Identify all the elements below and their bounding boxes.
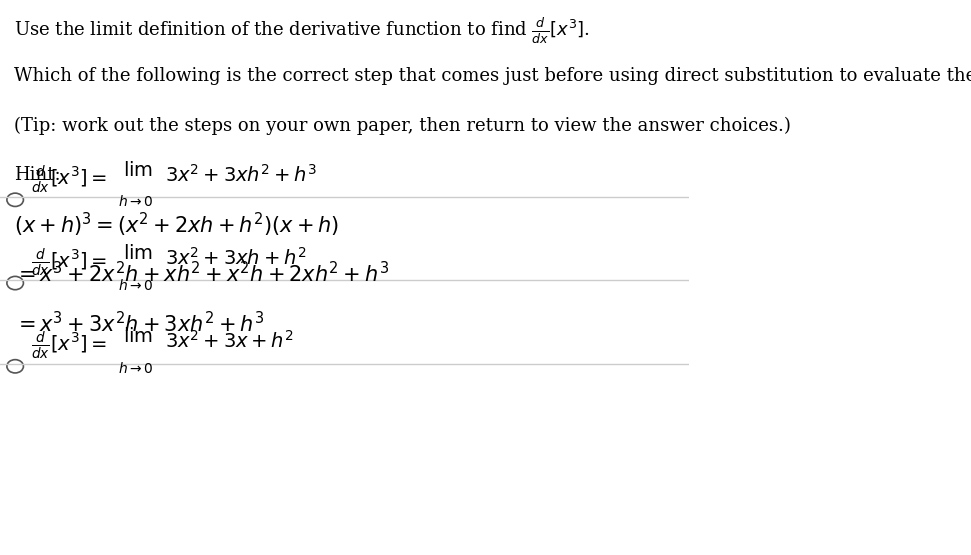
Text: $3x^2 + 3xh^2 + h^3$: $3x^2 + 3xh^2 + h^3$ bbox=[165, 164, 318, 185]
Text: $= x^3 + 2x^2h + xh^2 + x^2h + 2xh^2 + h^3$: $= x^3 + 2x^2h + xh^2 + x^2h + 2xh^2 + h… bbox=[14, 261, 389, 286]
Text: $\mathrm{lim}$: $\mathrm{lim}$ bbox=[122, 244, 152, 263]
Text: $\mathrm{lim}$: $\mathrm{lim}$ bbox=[122, 327, 152, 346]
Text: $3x^2 + 3x + h^2$: $3x^2 + 3x + h^2$ bbox=[165, 330, 294, 352]
Text: Use the limit definition of the derivative function to find $\frac{d}{dx}\left[x: Use the limit definition of the derivati… bbox=[14, 17, 589, 46]
Text: $h \to 0$: $h \to 0$ bbox=[118, 278, 154, 292]
Text: $= x^3 + 3x^2h + 3xh^2 + h^3$: $= x^3 + 3x^2h + 3xh^2 + h^3$ bbox=[14, 311, 264, 336]
Text: $3x^2 + 3xh + h^2$: $3x^2 + 3xh + h^2$ bbox=[165, 247, 307, 269]
Text: $h \to 0$: $h \to 0$ bbox=[118, 194, 154, 209]
Text: $(x+h)^3 = (x^2 + 2xh + h^2)(x+h)$: $(x+h)^3 = (x^2 + 2xh + h^2)(x+h)$ bbox=[14, 211, 339, 239]
Text: Hint:: Hint: bbox=[14, 166, 60, 184]
Text: $h \to 0$: $h \to 0$ bbox=[118, 361, 154, 376]
Text: $\frac{d}{dx}\left[x^3\right] = $: $\frac{d}{dx}\left[x^3\right] = $ bbox=[31, 164, 107, 196]
Text: $\frac{d}{dx}\left[x^3\right] = $: $\frac{d}{dx}\left[x^3\right] = $ bbox=[31, 330, 107, 362]
Text: (Tip: work out the steps on your own paper, then return to view the answer choic: (Tip: work out the steps on your own pap… bbox=[14, 117, 790, 135]
Text: Which of the following is the correct step that comes just before using direct s: Which of the following is the correct st… bbox=[14, 67, 971, 84]
Text: $\frac{d}{dx}\left[x^3\right] = $: $\frac{d}{dx}\left[x^3\right] = $ bbox=[31, 247, 107, 279]
Text: $\mathrm{lim}$: $\mathrm{lim}$ bbox=[122, 161, 152, 180]
